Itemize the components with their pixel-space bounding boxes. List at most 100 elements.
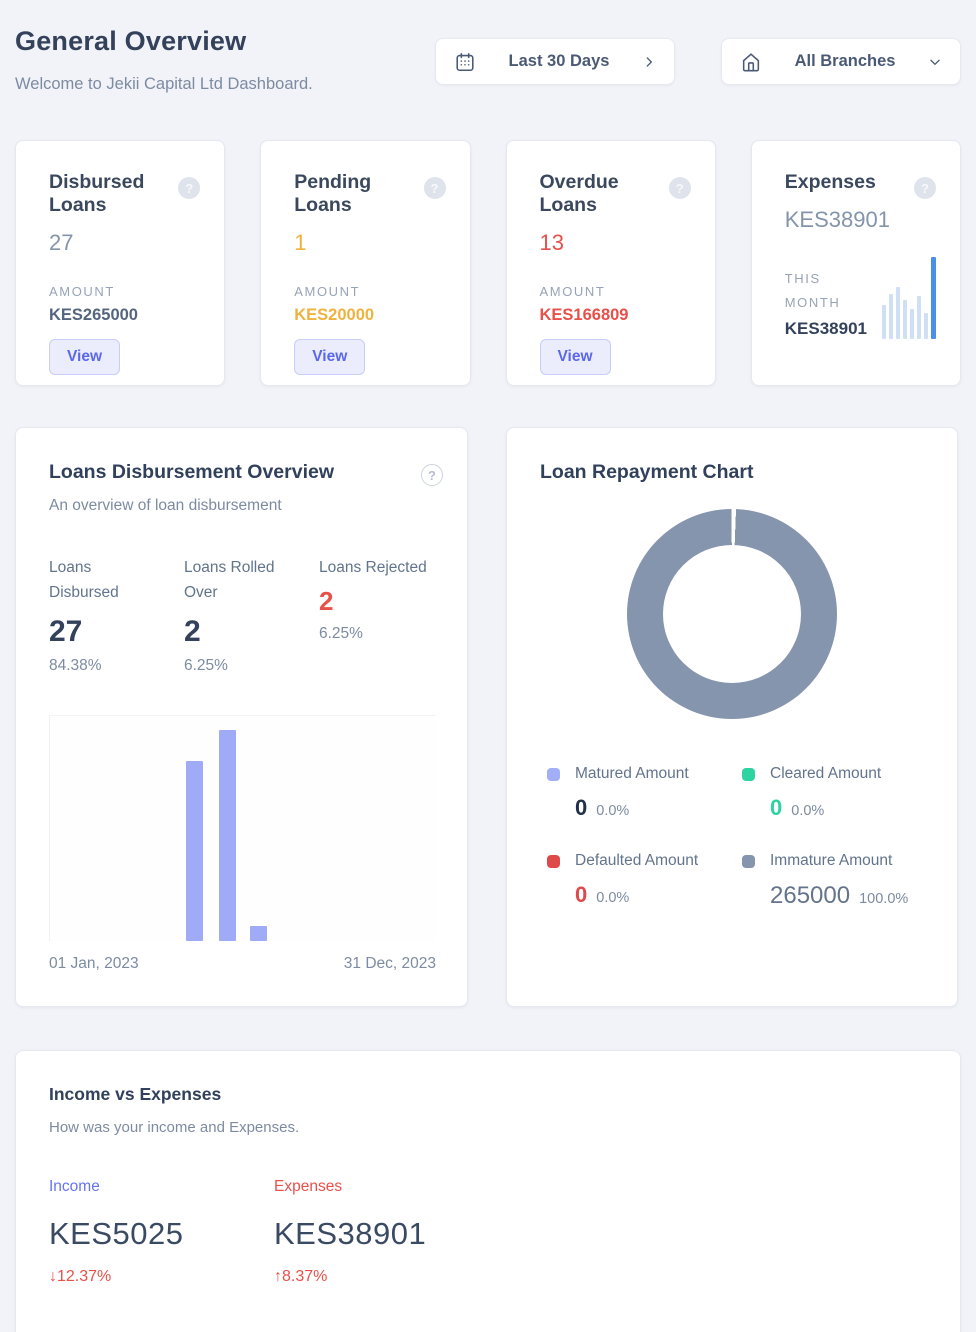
loan-count: 1	[294, 230, 307, 255]
expenses-total: KES38901	[784, 207, 890, 232]
help-icon[interactable]: ?	[178, 177, 201, 199]
legend-matured-amount: Matured Amount 0 0.0%	[547, 765, 742, 821]
sparkline-bar	[896, 286, 900, 339]
amount-label: AMOUNT	[294, 284, 361, 299]
stat-loans-disbursed: Loans Disbursed 27 84.38%	[49, 555, 184, 675]
card-title: Disbursed Loans	[49, 171, 145, 216]
branch-filter-button[interactable]: All Branches	[721, 38, 961, 85]
card-title: Pending Loans	[294, 171, 372, 216]
expenses-card: ? Expenses KES38901 THIS MONTH KES38901	[750, 140, 961, 386]
date-range-label: Last 30 Days	[508, 52, 610, 70]
help-icon[interactable]: ?	[914, 177, 936, 199]
help-icon[interactable]: ?	[423, 177, 446, 199]
arrow-down-icon: ↓	[49, 1268, 57, 1285]
legend-label: Cleared Amount	[770, 765, 882, 782]
legend-cleared-amount: Cleared Amount 0 0.0%	[742, 765, 937, 821]
income-value: KES5025	[49, 1216, 184, 1251]
period-amount: KES38901	[784, 319, 867, 338]
legend-defaulted-amount: Defaulted Amount 0 0.0%	[547, 852, 742, 910]
panel-title: Loans Disbursement Overview	[49, 461, 335, 483]
legend-swatch	[742, 767, 755, 781]
sparkline-bar	[903, 299, 907, 339]
period-label-line1: THIS	[784, 271, 821, 286]
chevron-down-icon	[928, 55, 942, 69]
help-icon[interactable]: ?	[668, 177, 691, 199]
income-label: Income	[49, 1178, 100, 1195]
stat-percent: 6.25%	[184, 657, 228, 674]
view-button[interactable]: View	[49, 339, 121, 375]
loan-repayment-panel: Loan Repayment Chart Matured Amount 0 0.…	[506, 427, 958, 1007]
legend-label: Defaulted Amount	[575, 852, 699, 869]
amount-value: KES20000	[294, 306, 375, 324]
disbursed-loans-card: ? Disbursed Loans 27 AMOUNT KES265000 Vi…	[15, 140, 226, 386]
legend-value: 0	[770, 795, 783, 820]
loan-count: 13	[539, 230, 564, 255]
legend-percent: 0.0%	[596, 890, 630, 906]
panel-subtitle: An overview of loan disbursement	[49, 497, 282, 514]
view-button[interactable]: View	[294, 339, 366, 375]
sparkline-bar	[889, 293, 893, 339]
stat-cards-row: ? Disbursed Loans 27 AMOUNT KES265000 Vi…	[15, 140, 961, 386]
card-title: Expenses	[784, 171, 876, 193]
expenses-column: Expenses KES38901 ↑8.37%	[274, 1178, 499, 1286]
sparkline-bar	[931, 257, 936, 339]
overdue-loans-card: ? Overdue Loans 13 AMOUNT KES166809 View	[505, 140, 716, 386]
amount-label: AMOUNT	[539, 284, 606, 299]
expenses-change: ↑8.37%	[274, 1268, 328, 1285]
repayment-donut-chart	[627, 509, 837, 719]
legend-immature-amount: Immature Amount 265000 100.0%	[742, 852, 937, 910]
page-header: General Overview Welcome to Jekii Capita…	[15, 0, 961, 94]
legend-value: 265000	[770, 882, 851, 909]
income-change: ↓12.37%	[49, 1268, 112, 1285]
sparkline-bar	[924, 312, 928, 339]
stat-label: Loans Disbursed	[49, 559, 119, 601]
branch-filter-label: All Branches	[794, 52, 896, 70]
sparkline-bar	[882, 304, 886, 339]
loan-count: 27	[49, 230, 74, 255]
pending-loans-card: ? Pending Loans 1 AMOUNT KES20000 View	[260, 140, 471, 386]
help-icon[interactable]: ?	[421, 464, 443, 486]
page-subtitle: Welcome to Jekii Capital Ltd Dashboard.	[15, 75, 313, 93]
amount-value: KES166809	[539, 306, 629, 324]
stat-label: Loans Rejected	[319, 559, 427, 576]
expenses-sparkline-chart	[882, 257, 936, 339]
disbursement-bar	[218, 729, 236, 941]
loans-disbursement-panel: ? Loans Disbursement Overview An overvie…	[15, 427, 468, 1007]
axis-end-label: 31 Dec, 2023	[343, 955, 436, 972]
amount-label: AMOUNT	[49, 284, 115, 299]
stat-value: 2	[319, 586, 334, 616]
panel-title: Loan Repayment Chart	[540, 461, 754, 483]
panel-subtitle: How was your income and Expenses.	[49, 1119, 300, 1136]
stat-label: Loans Rolled Over	[184, 559, 275, 601]
legend-label: Matured Amount	[575, 765, 689, 782]
panel-title: Income vs Expenses	[49, 1084, 222, 1104]
legend-swatch	[547, 854, 560, 868]
card-title: Overdue Loans	[539, 171, 619, 216]
legend-value: 0	[575, 795, 588, 820]
income-vs-expenses-panel: Income vs Expenses How was your income a…	[15, 1050, 961, 1332]
sparkline-bar	[910, 309, 914, 339]
stat-percent: 6.25%	[319, 625, 363, 642]
income-column: Income KES5025 ↓12.37%	[49, 1178, 274, 1286]
disbursement-chart-axis: 01 Jan, 2023 31 Dec, 2023	[49, 955, 436, 973]
expenses-value: KES38901	[274, 1216, 427, 1251]
repayment-legend: Matured Amount 0 0.0% Cleared Amount 0 0…	[540, 765, 924, 910]
date-range-button[interactable]: Last 30 Days	[435, 38, 675, 85]
expenses-label: Expenses	[274, 1178, 343, 1195]
arrow-up-icon: ↑	[274, 1268, 282, 1285]
legend-swatch	[547, 767, 560, 781]
legend-swatch	[742, 854, 755, 868]
disbursement-bar	[185, 761, 203, 941]
axis-start-label: 01 Jan, 2023	[49, 955, 139, 972]
disbursement-bar	[250, 926, 268, 941]
disbursement-stats: Loans Disbursed 27 84.38% Loans Rolled O…	[49, 555, 434, 675]
stat-value: 27	[49, 615, 83, 648]
chevron-right-icon	[642, 55, 656, 69]
stat-loans-rejected: Loans Rejected 2 6.25%	[319, 555, 427, 675]
legend-percent: 0.0%	[791, 803, 825, 819]
stat-loans-rolled-over: Loans Rolled Over 2 6.25%	[184, 555, 319, 675]
view-button[interactable]: View	[539, 339, 611, 375]
period-label-line2: MONTH	[784, 295, 841, 310]
page-title: General Overview	[15, 26, 247, 56]
home-icon	[740, 51, 762, 73]
